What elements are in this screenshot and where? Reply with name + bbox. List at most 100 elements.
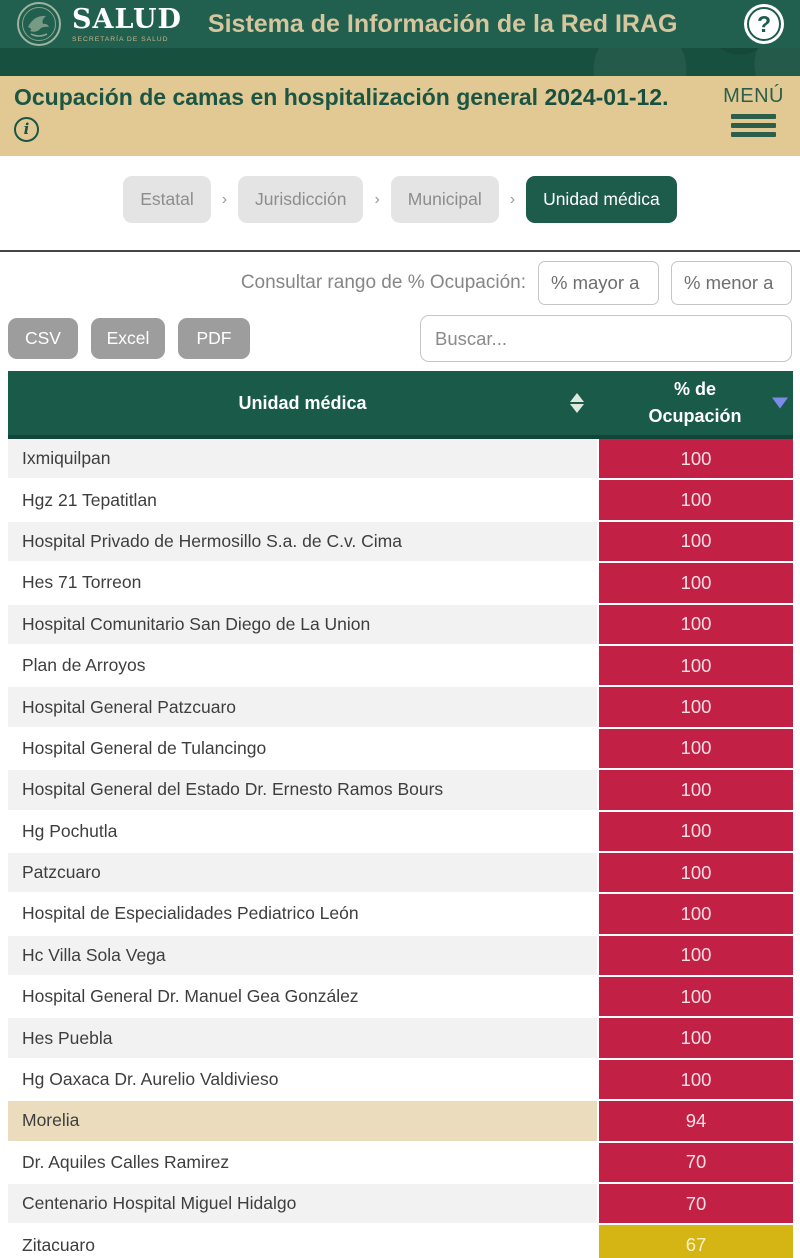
occupancy-value-cell: 100 [597,645,793,688]
help-button[interactable]: ? [744,4,784,44]
unit-name-cell: Hes 71 Torreon [8,563,597,605]
table-row[interactable]: Hgz 21 Tepatitlan 100 [8,480,793,522]
unit-name-cell: Hospital General Dr. Manuel Gea González [8,977,597,1019]
app-header-bar: SALUD SECRETARÍA DE SALUD Sistema de Inf… [0,0,800,48]
brand-logo[interactable]: SALUD SECRETARÍA DE SALUD [16,1,182,47]
unit-name-cell: Hospital Privado de Hermosillo S.a. de C… [8,521,597,564]
menu-label: MENÚ [723,85,784,107]
hamburger-icon [723,114,784,137]
export-csv-button[interactable]: CSV [8,318,78,359]
breadcrumb-separator: › [509,190,516,208]
unit-name-cell: Hospital General Patzcuaro [8,687,597,729]
sort-icon [570,393,584,413]
table-row[interactable]: Hes Puebla 100 [8,1018,793,1060]
export-pdf-button[interactable]: PDF [178,318,250,359]
max-occupancy-input[interactable] [671,261,792,305]
table-row[interactable]: Hospital Privado de Hermosillo S.a. de C… [8,521,793,564]
occupancy-value-cell: 100 [597,687,793,729]
breadcrumb-separator: › [374,190,380,208]
occupancy-value-cell: 100 [597,977,793,1019]
unit-name-cell: Hes Puebla [8,1018,597,1060]
table-row[interactable]: Hg Oaxaca Dr. Aurelio Valdivieso 100 [8,1059,793,1102]
table-row[interactable]: Zitacuaro 67 [8,1225,793,1258]
occupancy-value-cell: 100 [597,521,793,564]
subheader: Ocupación de camas en hospitalización ge… [0,76,800,156]
min-occupancy-input[interactable] [538,261,659,305]
table-row[interactable]: Morelia 94 [8,1101,793,1143]
app-header: SALUD SECRETARÍA DE SALUD Sistema de Inf… [0,0,800,76]
breadcrumb-separator: › [221,190,228,208]
column-header-ocupacion-label: % de Ocupación [648,379,742,426]
unit-name-cell: Plan de Arroyos [8,645,597,688]
unit-name-cell: Dr. Aquiles Calles Ramirez [8,1142,597,1185]
unit-name-cell: Ixmiquilpan [8,439,597,481]
table-row[interactable]: Patzcuaro 100 [8,852,793,895]
column-header-unidad-medica[interactable]: Unidad médica [8,371,597,439]
table-row[interactable]: Centenario Hospital Miguel Hidalgo 70 [8,1184,793,1226]
occupancy-value-cell: 100 [597,728,793,771]
table-row[interactable]: Hospital de Especialidades Pediatrico Le… [8,894,793,936]
table-body: Ixmiquilpan 100 Hgz 21 Tepatitlan 100 Ho… [8,439,793,1258]
occupancy-value-cell: 100 [597,563,793,605]
unit-name-cell: Hospital de Especialidades Pediatrico Le… [8,894,597,936]
unit-name-cell: Hospital General de Tulancingo [8,728,597,771]
unit-name-cell: Morelia [8,1101,597,1143]
section-divider [0,250,800,252]
table-header-row: Unidad médica % de Ocupación [8,371,793,439]
occupancy-value-cell: 100 [597,1018,793,1060]
occupancy-value-cell: 67 [597,1225,793,1258]
table-row[interactable]: Hg Pochutla 100 [8,811,793,853]
toolbar: CSV Excel PDF [0,310,800,368]
page-title: Ocupación de camas en hospitalización ge… [14,83,704,112]
breadcrumb: Estatal › Jurisdicción › Municipal › Uni… [0,156,800,250]
unit-name-cell: Hospital Comunitario San Diego de La Uni… [8,604,597,646]
table-row[interactable]: Dr. Aquiles Calles Ramirez 70 [8,1142,793,1185]
table-row[interactable]: Hc Villa Sola Vega 100 [8,935,793,978]
unit-name-cell: Hc Villa Sola Vega [8,935,597,978]
table-row[interactable]: Ixmiquilpan 100 [8,439,793,481]
occupancy-value-cell: 100 [597,604,793,646]
sort-desc-icon [772,397,788,409]
header-decor-strip [0,48,800,76]
breadcrumb-item-1[interactable]: Estatal [123,176,211,223]
unit-name-cell: Centenario Hospital Miguel Hidalgo [8,1184,597,1226]
brand-name: SALUD [72,3,182,35]
app-title: Sistema de Información de la Red IRAG [207,9,678,38]
table-row[interactable]: Hes 71 Torreon 100 [8,563,793,605]
search-input[interactable] [420,315,792,362]
unit-name-cell: Hg Oaxaca Dr. Aurelio Valdivieso [8,1059,597,1102]
question-mark-icon: ? [756,10,772,37]
range-filter-label: Consultar rango de % Ocupación: [240,272,526,293]
info-icon[interactable]: i [14,116,39,142]
table-row[interactable]: Hospital General de Tulancingo 100 [8,728,793,771]
table-row[interactable]: Hospital General Dr. Manuel Gea González… [8,977,793,1019]
occupancy-value-cell: 100 [597,1059,793,1102]
breadcrumb-item-2[interactable]: Jurisdicción [238,176,364,223]
table-row[interactable]: Hospital General del Estado Dr. Ernesto … [8,770,793,812]
table-row[interactable]: Hospital General Patzcuaro 100 [8,687,793,729]
table-row[interactable]: Hospital Comunitario San Diego de La Uni… [8,604,793,646]
occupancy-value-cell: 100 [597,480,793,522]
occupancy-value-cell: 100 [597,811,793,853]
occupancy-value-cell: 100 [597,770,793,812]
unit-name-cell: Hgz 21 Tepatitlan [8,480,597,522]
unit-name-cell: Patzcuaro [8,852,597,895]
breadcrumb-item-4[interactable]: Unidad médica [526,176,677,223]
occupancy-value-cell: 100 [597,852,793,895]
breadcrumb-item-3[interactable]: Municipal [390,176,499,223]
occupancy-value-cell: 100 [597,935,793,978]
eagle-emblem-icon [17,2,61,46]
occupancy-value-cell: 70 [597,1142,793,1185]
page-title-text: Ocupación de camas en hospitalización ge… [14,84,539,110]
unit-name-cell: Hg Pochutla [8,811,597,853]
brand-subtitle: SECRETARÍA DE SALUD [72,35,169,43]
unit-name-cell: Hospital General del Estado Dr. Ernesto … [8,770,597,812]
occupancy-value-cell: 94 [597,1101,793,1143]
column-header-ocupacion[interactable]: % de Ocupación [597,371,793,439]
occupancy-table: Unidad médica % de Ocupación Ixmiquilpan… [8,371,793,1258]
table-row[interactable]: Plan de Arroyos 100 [8,645,793,688]
export-excel-button[interactable]: Excel [91,318,165,359]
range-filter: Consultar rango de % Ocupación: [0,252,800,310]
menu-button[interactable]: MENÚ [723,85,784,137]
